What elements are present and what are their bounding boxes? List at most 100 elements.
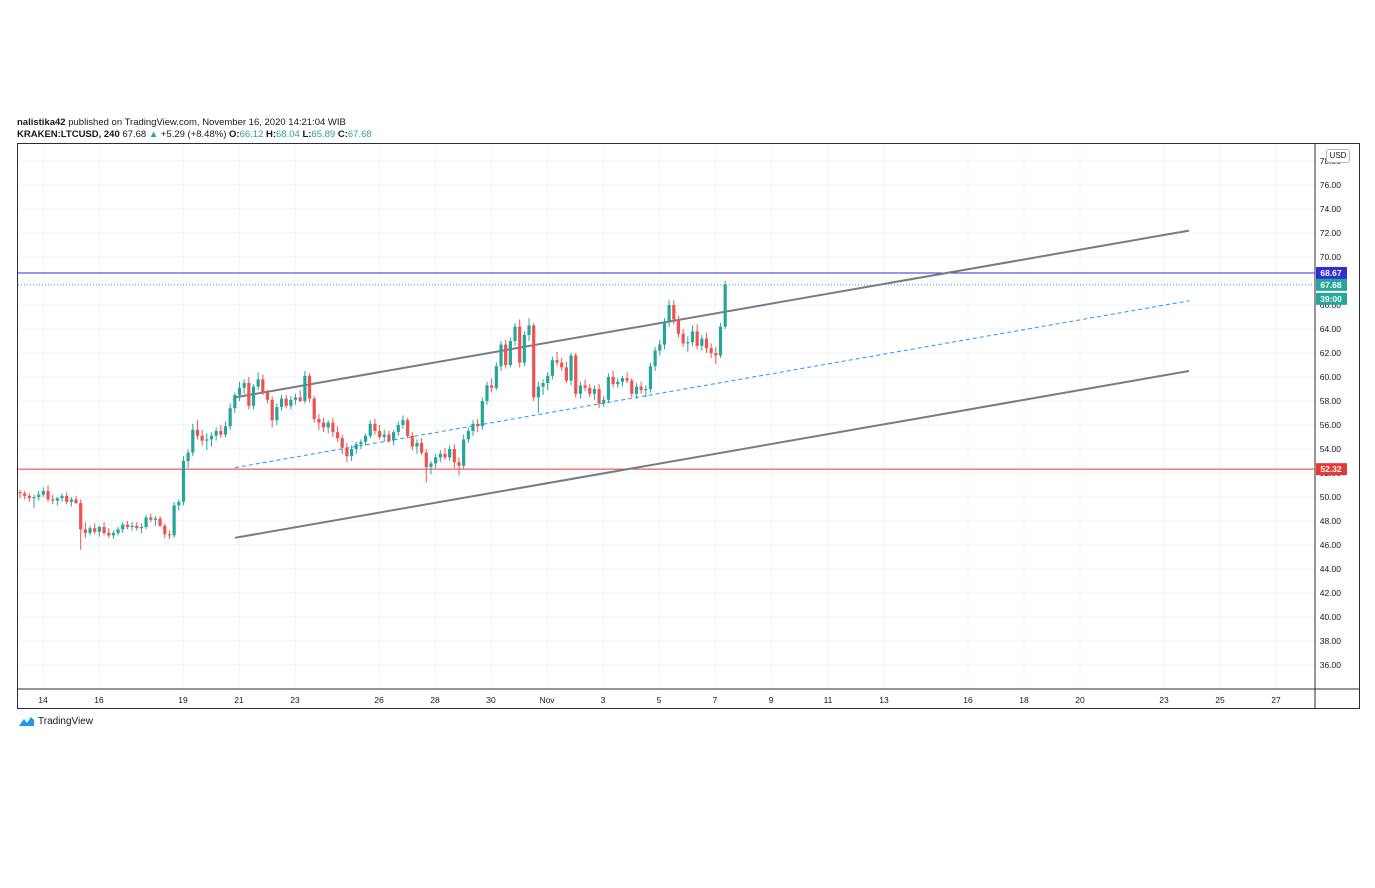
x-tick-label: 16	[963, 695, 973, 705]
open-value: 66.12	[239, 129, 264, 140]
candle-body	[513, 326, 517, 341]
candle-body	[275, 407, 279, 421]
candle-body	[349, 449, 354, 457]
x-tick-label: 18	[1019, 695, 1029, 705]
candle-body	[648, 366, 653, 389]
candle-body	[480, 401, 484, 427]
published-text: published on TradingView.com, November 1…	[68, 117, 346, 128]
y-tick-label: 58.00	[1320, 396, 1342, 406]
x-tick-label: 19	[178, 695, 188, 705]
y-tick-label: 60.00	[1320, 372, 1342, 382]
y-tick-label: 62.00	[1320, 348, 1342, 358]
candle-body	[396, 425, 400, 433]
candle-body	[681, 333, 685, 344]
candle-body	[223, 426, 228, 435]
candle-body	[102, 527, 106, 533]
candle-body	[476, 423, 480, 427]
candle-body	[69, 499, 73, 502]
candle-body	[209, 435, 214, 440]
candle-body	[18, 492, 22, 494]
candle-body	[415, 443, 419, 447]
symbol-legend: KRAKEN:LTCUSD, 240 67.68 ▲ +5.29 (+8.48%…	[17, 129, 372, 140]
price-label-text: 52.32	[1320, 464, 1342, 474]
candle-body	[228, 408, 232, 427]
candle-body	[23, 493, 27, 496]
symbol-name[interactable]: KRAKEN:LTCUSD, 240	[17, 129, 120, 140]
candle-body	[658, 344, 662, 351]
author-name[interactable]: nalistika42	[17, 117, 66, 128]
candle-body	[709, 348, 713, 353]
candle-body	[359, 441, 363, 445]
candle-body	[219, 431, 223, 435]
y-tick-label: 74.00	[1320, 204, 1342, 214]
x-tick-label: 21	[234, 695, 244, 705]
candle-body	[60, 495, 64, 499]
candle-body	[406, 420, 410, 436]
candle-body	[667, 305, 671, 322]
candle-body	[676, 319, 681, 334]
candle-body	[424, 452, 428, 467]
low-label: L:	[302, 129, 312, 140]
x-tick-label: 20	[1075, 695, 1085, 705]
candle-body	[401, 420, 405, 425]
tradingview-logo-icon	[19, 717, 34, 726]
candle-body	[597, 389, 601, 404]
candle-body	[639, 386, 643, 391]
candle-body	[485, 385, 489, 401]
candle-body	[331, 422, 335, 433]
candle-body	[532, 325, 536, 398]
candle-body	[265, 392, 270, 400]
candle-body	[569, 355, 573, 381]
candle-body	[233, 395, 237, 409]
x-tick-label: 9	[769, 695, 774, 705]
candle-body	[107, 533, 111, 536]
candle-body	[303, 375, 307, 401]
candle-body	[714, 353, 718, 356]
candle-body	[32, 497, 36, 499]
currency-button[interactable]: USD	[1326, 149, 1350, 163]
candle-body	[368, 423, 372, 436]
candle-body	[382, 434, 386, 437]
candle-body	[508, 341, 512, 365]
candle-body	[634, 386, 639, 394]
candle-body	[321, 422, 326, 428]
candle-body	[518, 326, 522, 363]
price-label-box	[1316, 463, 1347, 476]
candle-body	[261, 379, 265, 393]
candle-body	[644, 389, 648, 391]
candle-body	[555, 360, 559, 363]
candle-body	[298, 397, 302, 401]
candle-body	[466, 431, 470, 440]
candle-body	[471, 423, 475, 431]
candle-body	[79, 503, 83, 530]
high-value: 68.04	[276, 129, 300, 140]
candle-body	[546, 375, 550, 383]
candle-body	[377, 431, 382, 437]
price-label-text: 68.67	[1320, 268, 1342, 278]
price-label-box	[1316, 266, 1347, 279]
up-arrow-icon: ▲	[148, 129, 159, 140]
candle-body	[237, 387, 242, 395]
candle-body	[583, 385, 587, 388]
candle-body	[200, 435, 204, 441]
candle-body	[256, 379, 260, 387]
candle-body	[139, 527, 144, 529]
x-tick-label: 27	[1271, 695, 1281, 705]
tradingview-logo[interactable]: TradingView	[18, 716, 93, 727]
candle-body	[312, 398, 316, 419]
close-value: 67.68	[347, 129, 372, 140]
candle-body	[457, 462, 461, 466]
candle-body	[686, 342, 690, 344]
candle-body	[247, 383, 251, 406]
chart-frame[interactable]	[17, 143, 1360, 709]
candle-body	[158, 518, 162, 526]
candle-body	[135, 525, 139, 529]
candle-body	[251, 386, 256, 406]
candle-body	[163, 525, 167, 535]
y-tick-label: 56.00	[1320, 420, 1342, 430]
candle-body	[149, 517, 153, 520]
candle-body	[83, 529, 87, 533]
candle-body	[434, 457, 438, 464]
candle-body	[177, 501, 181, 506]
